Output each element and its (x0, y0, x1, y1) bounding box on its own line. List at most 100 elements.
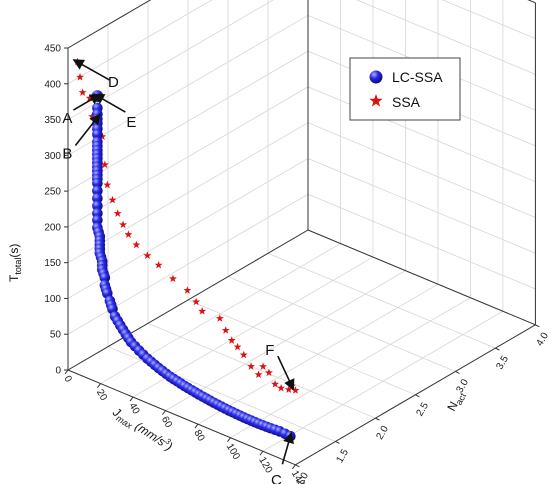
annotation-label: D (108, 74, 119, 91)
legend: LC-SSA SSA (349, 57, 461, 121)
axes-frame-edge (307, 229, 536, 326)
annotations: A B C D E F (62, 59, 295, 484)
ssa-point (132, 240, 141, 249)
x-tick-mark (291, 464, 296, 470)
legend-label-ssa: SSA (392, 94, 421, 110)
grid-line (67, 86, 309, 228)
x-tick-label: 40 (126, 401, 141, 417)
ssa-point (183, 286, 192, 294)
z-tick-label: 0 (55, 366, 61, 377)
grid-line (67, 50, 309, 192)
grid-line (227, 276, 456, 372)
ssa-point (277, 383, 286, 392)
y-tick-mark (455, 371, 460, 374)
y-tick-mark (335, 441, 340, 444)
ssa-point (264, 368, 273, 377)
lc-ssa-point (92, 129, 103, 140)
x-tick-label: 20 (94, 388, 109, 404)
annotation-arrow (74, 113, 101, 146)
ssa-point (113, 209, 122, 217)
legend-label-lc-ssa: LC-SSA (392, 69, 443, 85)
ssa-point (103, 180, 112, 189)
ssa-point (259, 362, 268, 370)
y-tick-mark (535, 324, 540, 328)
grid-line (307, 122, 536, 218)
ssa-point (291, 386, 300, 394)
annotation-arrow (93, 93, 126, 113)
x-tick-label: 0 (61, 374, 74, 385)
y-tick-label: 4.0 (534, 330, 550, 348)
x-tick-mark (227, 437, 231, 443)
lc-ssa-point (92, 177, 103, 189)
ssa-point (154, 260, 163, 269)
y-tick-label: 2.0 (374, 424, 391, 442)
ssa-point (233, 342, 242, 351)
lc-ssa-point (92, 200, 103, 212)
ssa-point (78, 88, 87, 96)
annotation-label: F (265, 342, 274, 359)
ssa-point (215, 314, 224, 322)
legend-box (349, 57, 461, 121)
x-tick-mark (97, 383, 101, 388)
ssa-point (247, 362, 256, 370)
x-tick-label: 100 (224, 442, 242, 462)
lc-ssa-point (92, 214, 103, 226)
annotation-label: E (126, 114, 136, 131)
x-tick-mark (194, 423, 199, 429)
grid-line (187, 299, 416, 396)
ssa-point (100, 160, 109, 169)
z-axis-ticks: 0 50 100 150 200 250 300 350 400 450 (44, 44, 68, 377)
grid-line (67, 122, 309, 264)
x-tick-mark (259, 450, 264, 456)
annotation-arrow (281, 431, 294, 465)
axes-frame-edge (67, 0, 152, 49)
ssa-point (119, 220, 128, 229)
grid-line (307, 158, 536, 254)
z-tick-label: 50 (50, 330, 62, 341)
ssa-point (271, 379, 280, 388)
annotation-label: B (62, 146, 72, 163)
x-tick-label: 60 (159, 415, 174, 431)
y-tick-mark (375, 417, 380, 421)
ssa-point (108, 195, 117, 204)
ssa-point (192, 297, 201, 306)
z-tick-label: 300 (44, 151, 61, 162)
y-tick-mark (495, 347, 500, 351)
series-lc-ssa (91, 90, 296, 442)
grid-line (307, 86, 536, 183)
annotation-label: A (62, 110, 72, 127)
legend-marker-ssa (369, 94, 383, 107)
x-tick-mark (162, 410, 166, 415)
grid-line (67, 0, 274, 120)
ssa-point (124, 230, 133, 238)
lc-ssa-point (92, 192, 103, 204)
y-tick-mark (295, 464, 300, 468)
z-tick-label: 450 (44, 44, 61, 55)
ssa-point (168, 274, 177, 283)
axes-frame-edge (527, 0, 536, 4)
z-tick-label: 150 (44, 258, 61, 269)
ssa-point (239, 350, 248, 359)
lc-ssa-point (92, 185, 103, 197)
y-tick-label: 2.5 (414, 400, 431, 418)
y-tick-label: 3.5 (494, 354, 511, 372)
z-tick-label: 100 (44, 294, 61, 305)
annotation-arrow (277, 355, 295, 391)
ssa-point (76, 72, 85, 81)
grid-line (307, 193, 536, 290)
annotation-arrow (72, 59, 110, 81)
ssa-point (227, 336, 236, 344)
lc-ssa-point (99, 272, 111, 283)
grid-line (441, 0, 536, 39)
ssa-point (254, 370, 263, 379)
x-tick-label: 80 (191, 428, 206, 444)
z-tick-label: 400 (44, 79, 61, 90)
z-tick-label: 250 (44, 187, 61, 198)
annotation-label: C (271, 472, 282, 484)
z-tick-label: 200 (44, 222, 61, 233)
z-tick-label: 350 (44, 115, 61, 126)
axes-frame-edge (67, 229, 309, 371)
y-tick-label: 3.0 (454, 377, 471, 395)
